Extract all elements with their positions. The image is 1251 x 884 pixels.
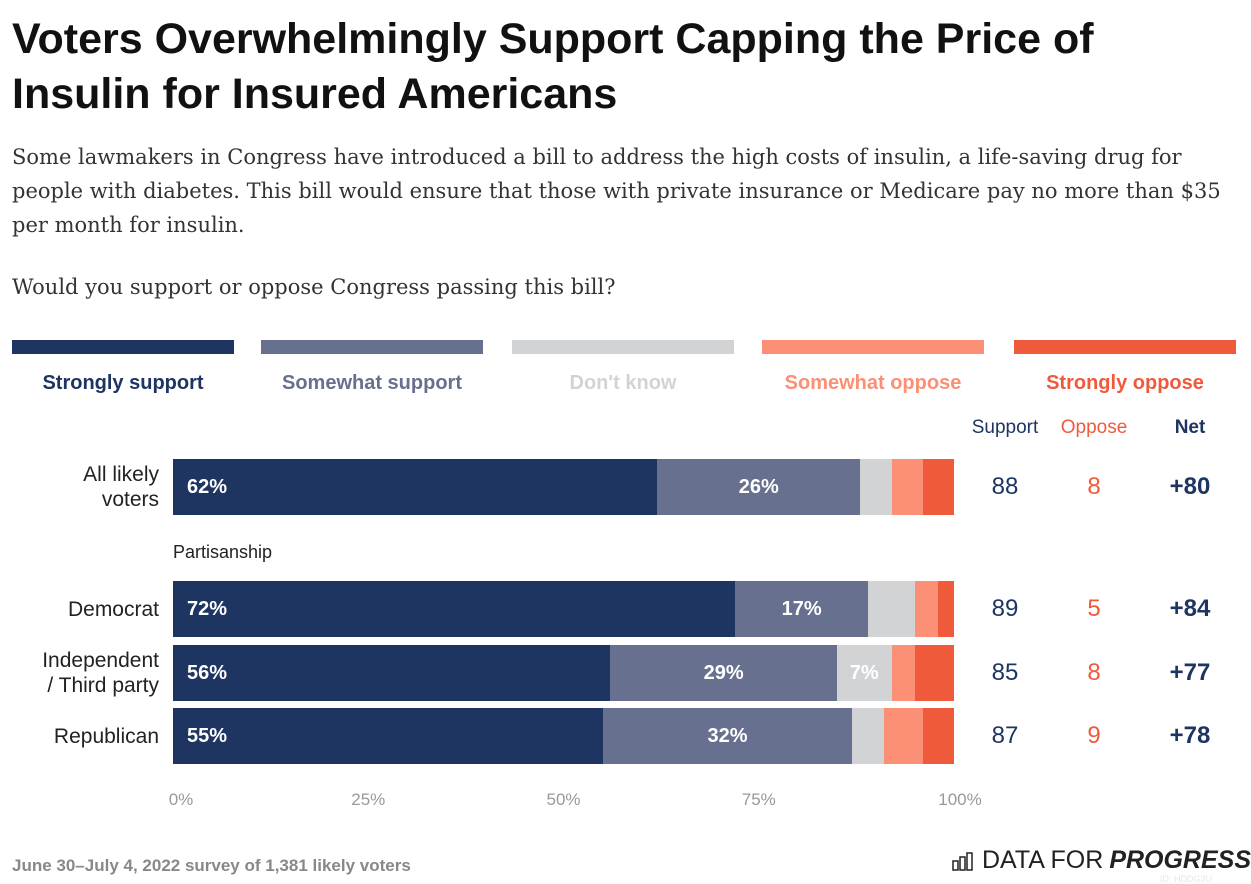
- net-value: +77: [1169, 659, 1211, 686]
- legend-item: Strongly oppose: [1014, 340, 1236, 395]
- net-value: +80: [1169, 473, 1211, 500]
- group-label: Partisanship: [173, 542, 273, 562]
- bar-segment: 17%: [735, 581, 869, 637]
- oppose-value: 8: [1087, 473, 1101, 500]
- bar-segment: 32%: [602, 708, 853, 764]
- category-label: Republican: [54, 724, 159, 749]
- support-value: 88: [991, 473, 1019, 500]
- logo: DATA FOR PROGRESS: [952, 846, 1251, 875]
- oppose-value: 8: [1087, 659, 1101, 686]
- net-value: +78: [1169, 722, 1211, 749]
- legend-item: Somewhat oppose: [762, 340, 984, 395]
- column-header-support: Support: [971, 417, 1039, 438]
- bar-segment: 26%: [657, 459, 861, 515]
- legend-swatch: [1014, 340, 1236, 354]
- legend-label: Somewhat oppose: [784, 372, 962, 394]
- survey-question: Would you support or oppose Congress pas…: [12, 275, 616, 299]
- logo-text-light: DATA FOR: [982, 846, 1104, 874]
- legend-swatch: [762, 340, 984, 354]
- x-tick-label: 0%: [168, 790, 194, 809]
- category-label: All likely voters: [83, 462, 159, 512]
- category-label: Independent / Third party: [42, 648, 159, 698]
- bar-segment: 72%: [173, 581, 736, 637]
- category-label-line: / Third party: [47, 674, 159, 697]
- chart-title: Voters Overwhelmingly Support Capping th…: [12, 15, 1094, 118]
- bar-segment: 29%: [610, 645, 837, 701]
- category-label: Democrat: [68, 597, 159, 622]
- legend-item: Don't know: [512, 340, 734, 395]
- support-value: 89: [991, 595, 1019, 622]
- bar-segment: [891, 645, 915, 701]
- legend-swatch: [261, 340, 483, 354]
- x-tick-label: 25%: [351, 790, 386, 809]
- column-header-net: Net: [1174, 417, 1206, 438]
- bar-segment: 7%: [836, 645, 892, 701]
- category-label-line: voters: [101, 488, 159, 511]
- support-value: 85: [991, 659, 1019, 686]
- bar-segment: 56%: [173, 645, 611, 701]
- legend-item: Somewhat support: [261, 340, 483, 395]
- bar-segment: [860, 459, 892, 515]
- legend-swatch: [512, 340, 734, 354]
- category-label-line: Independent: [42, 649, 159, 672]
- bar-segment: [922, 459, 954, 515]
- x-tick-label: 100%: [938, 790, 982, 809]
- watermark: ID: HDDG3U: [1160, 874, 1213, 884]
- legend-label: Strongly support: [42, 372, 204, 394]
- bar-segment: [891, 459, 923, 515]
- net-value: +84: [1169, 595, 1211, 622]
- oppose-value: 5: [1087, 595, 1101, 622]
- legend-label: Strongly oppose: [1046, 372, 1204, 394]
- bar-segment: [922, 708, 954, 764]
- chart-subtitle: Some lawmakers in Congress have introduc…: [12, 145, 1221, 237]
- category-label-line: All likely: [83, 463, 159, 486]
- x-tick-label: 50%: [546, 790, 581, 809]
- bar-segment: [883, 708, 923, 764]
- legend-label: Somewhat support: [281, 372, 462, 394]
- bar-segment: 62%: [173, 459, 658, 515]
- legend-label: Don't know: [569, 372, 677, 394]
- bar-segment: 55%: [173, 708, 603, 764]
- bar-chart-icon: [952, 851, 973, 871]
- footer-source: June 30–July 4, 2022 survey of 1,381 lik…: [12, 856, 411, 875]
- bar-segment: [852, 708, 884, 764]
- bar-segment: [938, 581, 954, 637]
- oppose-value: 9: [1087, 722, 1101, 749]
- support-value: 87: [991, 722, 1019, 749]
- x-tick-label: 75%: [741, 790, 776, 809]
- category-label-line: Democrat: [67, 597, 159, 621]
- legend-swatch: [12, 340, 234, 354]
- category-label-line: Republican: [53, 724, 159, 748]
- bar-segment: [914, 581, 939, 637]
- column-header-oppose: Oppose: [1060, 417, 1128, 438]
- bar-segment: [914, 645, 954, 701]
- bar-segment: [868, 581, 915, 637]
- logo-text-bold: PROGRESS: [1109, 846, 1251, 874]
- legend-item: Strongly support: [12, 340, 234, 395]
